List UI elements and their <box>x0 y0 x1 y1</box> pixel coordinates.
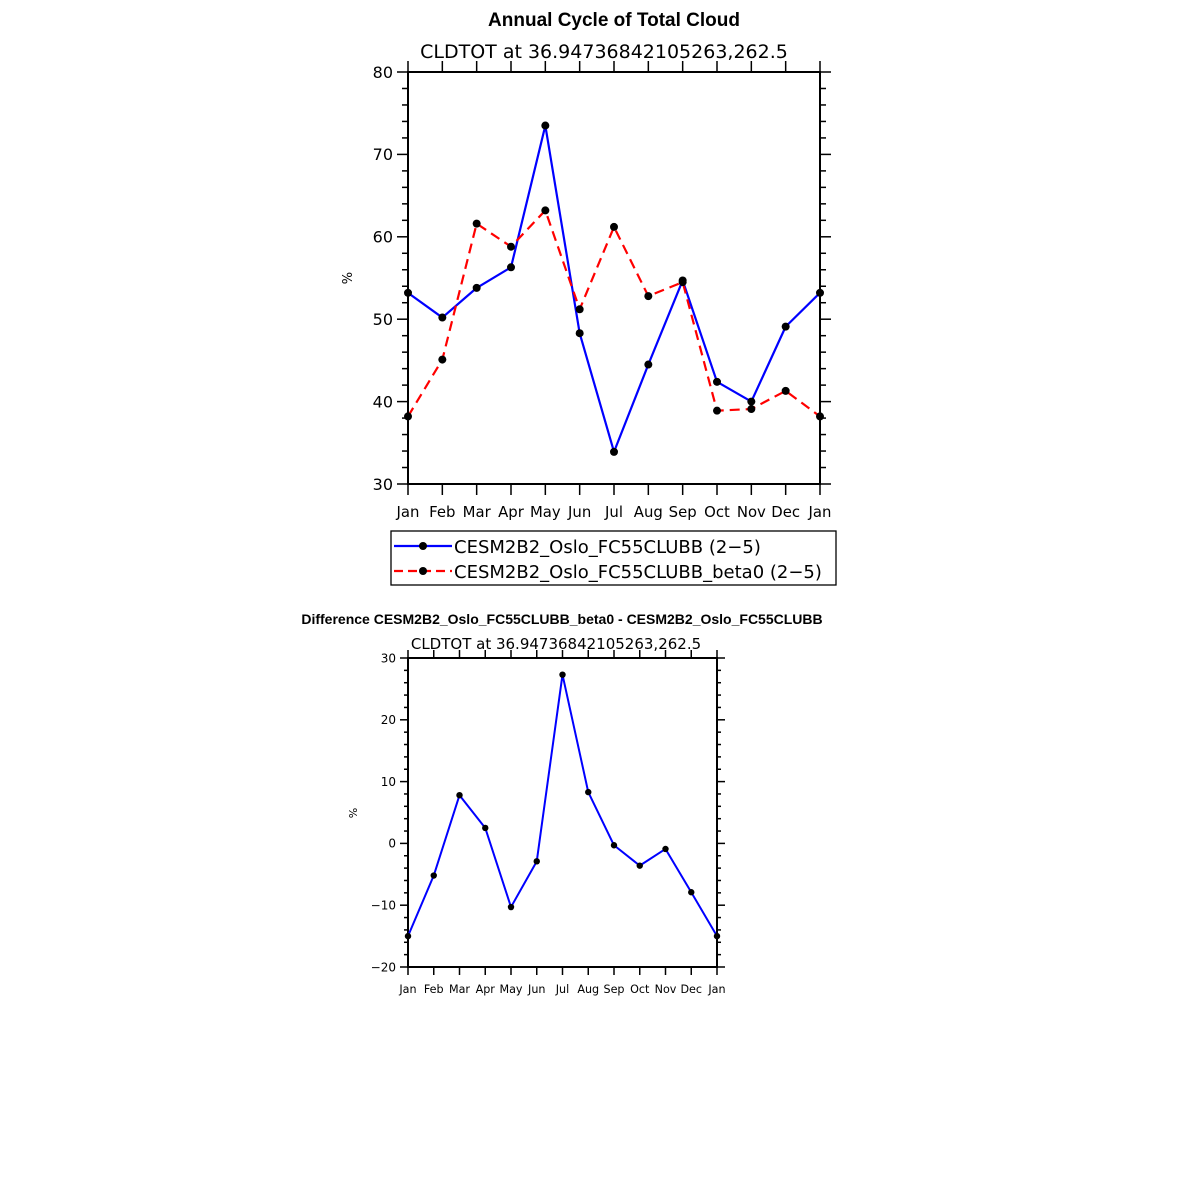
difference-subtitle: CLDTOT at 36.94736842105263,262.5 <box>411 635 701 653</box>
legend-marker-2 <box>419 567 427 575</box>
x-tick-label: Jun <box>527 983 545 996</box>
difference-chart: Difference CESM2B2_Oslo_FC55CLUBB_beta0 … <box>301 611 822 996</box>
x-tick-label: Sep <box>669 503 697 521</box>
series-1-point-nov <box>747 397 756 406</box>
x-tick-label: Dec <box>680 983 702 996</box>
x-tick-label: Nov <box>737 503 766 521</box>
series-1-point-jun <box>533 858 540 865</box>
legend-label-1: CESM2B2_Oslo_FC55CLUBB (2−5) <box>454 537 761 558</box>
series-2-point-aug <box>644 292 653 301</box>
series-2-point-feb <box>438 355 447 364</box>
plot-frame <box>407 71 821 485</box>
x-tick-label: Apr <box>476 983 496 996</box>
series-2-point-jun <box>575 305 584 314</box>
x-tick-label: Mar <box>449 983 470 996</box>
x-tick-label: Oct <box>630 983 650 996</box>
series-1-point-dec <box>781 322 790 331</box>
annual-cycle-chart: Annual Cycle of Total Cloud CLDTOT at 36… <box>341 10 837 586</box>
legend: CESM2B2_Oslo_FC55CLUBB (2−5) CESM2B2_Osl… <box>390 530 837 586</box>
series-2-point-apr <box>507 242 515 251</box>
series-2-point-may <box>541 206 550 215</box>
series-2-point-oct <box>713 406 721 415</box>
x-tick-label: May <box>530 503 561 521</box>
y-tick-label: 30 <box>373 475 393 494</box>
series-1-point-may <box>541 121 550 130</box>
series-1-point-jul <box>610 447 618 456</box>
series-2-point-jan <box>404 412 412 421</box>
x-tick-label: Mar <box>463 503 492 521</box>
y-axis-label: % <box>341 272 356 284</box>
series-2-point-mar <box>472 219 481 228</box>
series-1-point-oct <box>636 862 643 869</box>
legend-entry-1: CESM2B2_Oslo_FC55CLUBB (2−5) <box>394 537 761 558</box>
x-tick-label: Jan <box>396 503 420 521</box>
plot-area-bottom: −20 −10 0 10 20 30 Jan Feb Mar Apr May Jun Jul Aug Sep… <box>371 650 726 996</box>
series-1-point-mar <box>472 283 481 292</box>
y-tick-label: 30 <box>381 651 396 665</box>
x-tick-label: Jul <box>604 503 623 521</box>
x-tick-label: Jan <box>707 983 725 996</box>
series-1-point-jun <box>575 329 584 338</box>
series-1-point-jan <box>404 932 412 940</box>
series-line-1 <box>407 124 821 453</box>
y-tick-label: 40 <box>373 392 393 411</box>
series-2-point-jul <box>610 222 618 231</box>
series-1-point-feb <box>438 313 447 322</box>
legend-box <box>390 530 837 586</box>
series-1-point-jan <box>816 288 824 297</box>
x-tick-label: Jul <box>555 983 569 996</box>
x-tick-label: Nov <box>655 983 677 996</box>
series-1-point-jan <box>713 932 721 940</box>
x-tick-label: Oct <box>704 503 730 521</box>
difference-title: Difference CESM2B2_Oslo_FC55CLUBB_beta0 … <box>301 611 822 627</box>
x-tick-label: May <box>499 983 522 996</box>
chart-title: Annual Cycle of Total Cloud <box>488 10 740 31</box>
series-1-point-feb <box>430 872 437 879</box>
series-1-point-aug <box>585 788 592 796</box>
series-1-point-jul <box>559 671 566 678</box>
series-1-point-apr <box>482 824 489 832</box>
legend-label-2: CESM2B2_Oslo_FC55CLUBB_beta0 (2−5) <box>454 562 822 583</box>
series-1-point-jan <box>404 288 412 297</box>
legend-entry-2: CESM2B2_Oslo_FC55CLUBB_beta0 (2−5) <box>394 562 822 583</box>
series-1-point-apr <box>507 263 515 272</box>
x-tick-label: Aug <box>577 983 599 996</box>
series-1-point-nov <box>662 845 669 853</box>
x-tick-label: Jan <box>398 983 416 996</box>
series-1-point-mar <box>456 791 463 799</box>
series-2-point-sep <box>678 278 687 287</box>
y-tick-label: −10 <box>371 899 396 913</box>
series-1-point-oct <box>713 377 721 386</box>
series-line-1 <box>407 673 718 937</box>
series-2-point-dec <box>781 386 790 395</box>
y-tick-label: 0 <box>388 837 396 851</box>
y-tick-label: 60 <box>373 228 393 247</box>
y-tick-label: 70 <box>373 145 393 164</box>
chart-subtitle: CLDTOT at 36.94736842105263,262.5 <box>420 41 788 63</box>
y-tick-label: −20 <box>371 960 396 974</box>
series-1-point-may <box>507 903 515 911</box>
y-axis-label-bottom: % <box>347 808 360 818</box>
x-tick-label: Apr <box>498 503 525 521</box>
y-tick-label: 20 <box>381 713 396 727</box>
x-tick-label: Aug <box>634 503 663 521</box>
y-tick-label: 10 <box>381 775 396 789</box>
x-tick-label: Jan <box>808 503 832 521</box>
x-tick-label: Sep <box>603 983 624 996</box>
series-1-point-sep <box>610 842 618 849</box>
series-1-point-aug <box>644 360 653 369</box>
x-tick-label: Feb <box>424 983 444 996</box>
y-tick-label: 50 <box>373 310 393 329</box>
legend-marker-1 <box>419 542 427 550</box>
x-tick-label: Jun <box>567 503 591 521</box>
series-2-point-jan <box>816 412 824 421</box>
x-tick-label: Feb <box>429 503 455 521</box>
series-2-point-nov <box>747 405 756 414</box>
x-tick-label: Dec <box>771 503 800 521</box>
y-tick-label: 80 <box>373 63 393 82</box>
plot-area-top: 30 40 50 60 70 80 Jan Feb Mar Apr May Jun Jul Aug Sep O… <box>373 61 832 521</box>
series-1-point-dec <box>688 889 695 896</box>
